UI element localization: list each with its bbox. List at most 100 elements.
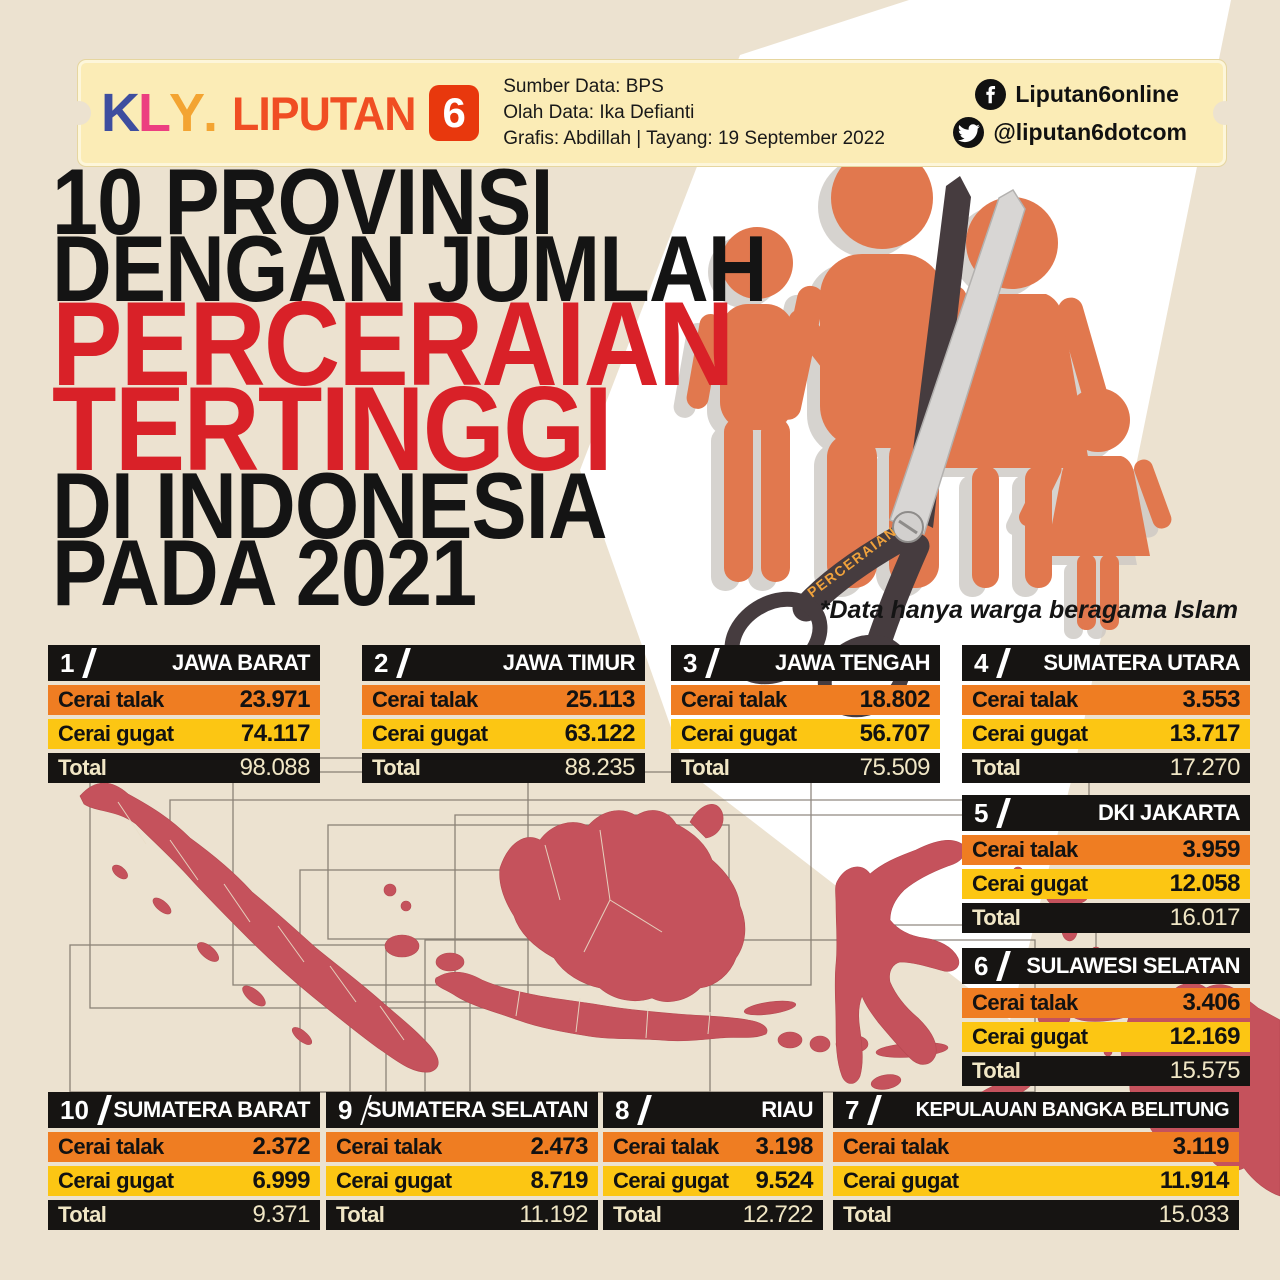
gugat-row: Cerai gugat 56.707 [671,719,940,749]
row-label: Total [336,1202,385,1227]
title-line-5: DI INDONESIA [52,453,608,558]
province-name: JAWA TIMUR [502,650,636,675]
row-label: Total [681,755,730,780]
total-row: Total 16.017 [962,903,1250,933]
social-handles: Liputan6online @liputan6dotcom [953,78,1187,148]
row-value: 15.033 [1158,1201,1230,1228]
row-value: 9.371 [252,1201,310,1228]
row-label: Cerai gugat [336,1168,452,1193]
rank-number: 8 [615,1094,630,1125]
row-value: 74.117 [240,720,311,747]
card-header: 3 JAWA TENGAH [671,645,940,681]
facebook-icon [975,78,1007,110]
liputan6-logo: LIPUTAN [232,86,416,140]
row-label: Cerai gugat [972,1024,1088,1049]
province-name: DKI JAKARTA [1098,800,1240,825]
row-label: Cerai gugat [681,721,797,746]
rank-number: 2 [374,647,389,678]
card-header: 5 DKI JAKARTA [962,795,1250,831]
title-line-6: PADA 2021 [52,520,477,625]
graphics-line: Grafis: Abdillah | Tayang: 19 September … [503,128,885,149]
row-value: 15.575 [1169,1057,1241,1084]
row-value: 16.017 [1169,904,1241,931]
gugat-row: Cerai gugat 11.914 [833,1166,1239,1196]
row-value: 75.509 [859,754,931,781]
row-value: 18.802 [859,686,931,713]
province-card-2: 2 JAWA TIMUR Cerai talak 25.113 Cerai gugat 6… [362,645,645,783]
total-row: Total 88.235 [362,753,645,783]
rank-slash [97,1095,112,1125]
facebook-row: Liputan6online [975,78,1179,110]
talak-row: Cerai talak 3.553 [962,685,1250,715]
row-label: Cerai gugat [972,721,1088,746]
province-card-10: 10 SUMATERA BARAT Cerai talak 2.372 Cerai gu… [48,1092,320,1230]
card-header: 4 SUMATERA UTARA [962,645,1250,681]
rank-number: 4 [974,647,989,678]
province-name: JAWA BARAT [172,650,311,675]
source-credits: Sumber Data: BPS Olah Data: Ika Defianti… [503,74,885,152]
row-value: 12.722 [742,1201,814,1228]
card-header: 9 SUMATERA SELATAN [326,1092,598,1128]
card-header: 2 JAWA TIMUR [362,645,645,681]
total-row: Total 11.192 [326,1200,598,1230]
total-row: Total 15.033 [833,1200,1239,1230]
row-value: 2.372 [252,1133,310,1160]
row-value: 25.113 [565,686,636,713]
gugat-row: Cerai gugat 13.717 [962,719,1250,749]
row-label: Total [972,755,1021,780]
card-header: 7 KEPULAUAN BANGKA BELITUNG [833,1092,1239,1128]
rank-slash [705,648,721,678]
row-value: 98.088 [239,754,311,781]
rank-slash [867,1095,883,1125]
province-name: RIAU [761,1097,813,1122]
gugat-row: Cerai gugat 63.122 [362,719,645,749]
province-card-6: 6 SULAWESI SELATAN Cerai talak 3.406 Cerai g… [962,948,1250,1086]
total-row: Total 9.371 [48,1200,320,1230]
row-label: Cerai talak [972,837,1078,862]
kly-logo: K L Y . [101,82,218,144]
row-value: 6.999 [252,1167,310,1194]
row-value: 3.198 [755,1133,813,1160]
province-card-1: 1 JAWA BARAT Cerai talak 23.971 Cerai gugat 7… [48,645,320,783]
province-name: SULAWESI SELATAN [1026,953,1240,978]
province-card-9: 9 SUMATERA SELATAN Cerai talak 2.473 Cerai g… [326,1092,598,1230]
row-label: Total [58,1202,107,1227]
total-row: Total 75.509 [671,753,940,783]
row-value: 17.270 [1169,754,1241,781]
row-label: Cerai talak [613,1134,719,1159]
total-row: Total 15.575 [962,1056,1250,1086]
total-row: Total 17.270 [962,753,1250,783]
row-value: 3.959 [1182,836,1240,863]
rank-number: 5 [974,797,989,828]
row-label: Total [613,1202,662,1227]
talak-row: Cerai talak 2.473 [326,1132,598,1162]
row-value: 12.058 [1169,870,1241,897]
gugat-row: Cerai gugat 8.719 [326,1166,598,1196]
title-line-1: 10 PROVINSI [52,149,554,254]
rank-slash [996,951,1012,981]
row-label: Total [58,755,107,780]
title-line-4: TERTINGGI [52,362,613,496]
kly-dot: . [203,83,218,143]
source-line: Sumber Data: BPS [503,76,664,97]
province-card-7: 7 KEPULAUAN BANGKA BELITUNG Cerai talak 3.1… [833,1092,1239,1230]
rank-number: 9 [338,1094,353,1125]
title-line-3: PERCERAIAN [52,277,734,411]
province-card-4: 4 SUMATERA UTARA Cerai talak 3.553 Cerai gug… [962,645,1250,783]
data-note: *Data hanya warga beragama Islam [819,596,1238,624]
gugat-row: Cerai gugat 9.524 [603,1166,823,1196]
row-label: Cerai talak [336,1134,442,1159]
editor-line: Olah Data: Ika Defianti [503,102,695,123]
row-label: Cerai talak [972,990,1078,1015]
card-header: 1 JAWA BARAT [48,645,320,681]
twitter-row: @liputan6dotcom [953,116,1187,148]
talak-row: Cerai talak 25.113 [362,685,645,715]
rank-number: 1 [60,647,75,678]
kly-letter-l: L [138,83,171,143]
row-label: Cerai talak [58,1134,164,1159]
total-row: Total 12.722 [603,1200,823,1230]
row-label: Cerai talak [681,687,787,712]
rank-number: 7 [845,1094,860,1125]
province-card-8: 8 RIAU Cerai talak 3.198 Cerai gugat 9.524 Tot… [603,1092,823,1230]
rank-number: 6 [974,950,989,981]
